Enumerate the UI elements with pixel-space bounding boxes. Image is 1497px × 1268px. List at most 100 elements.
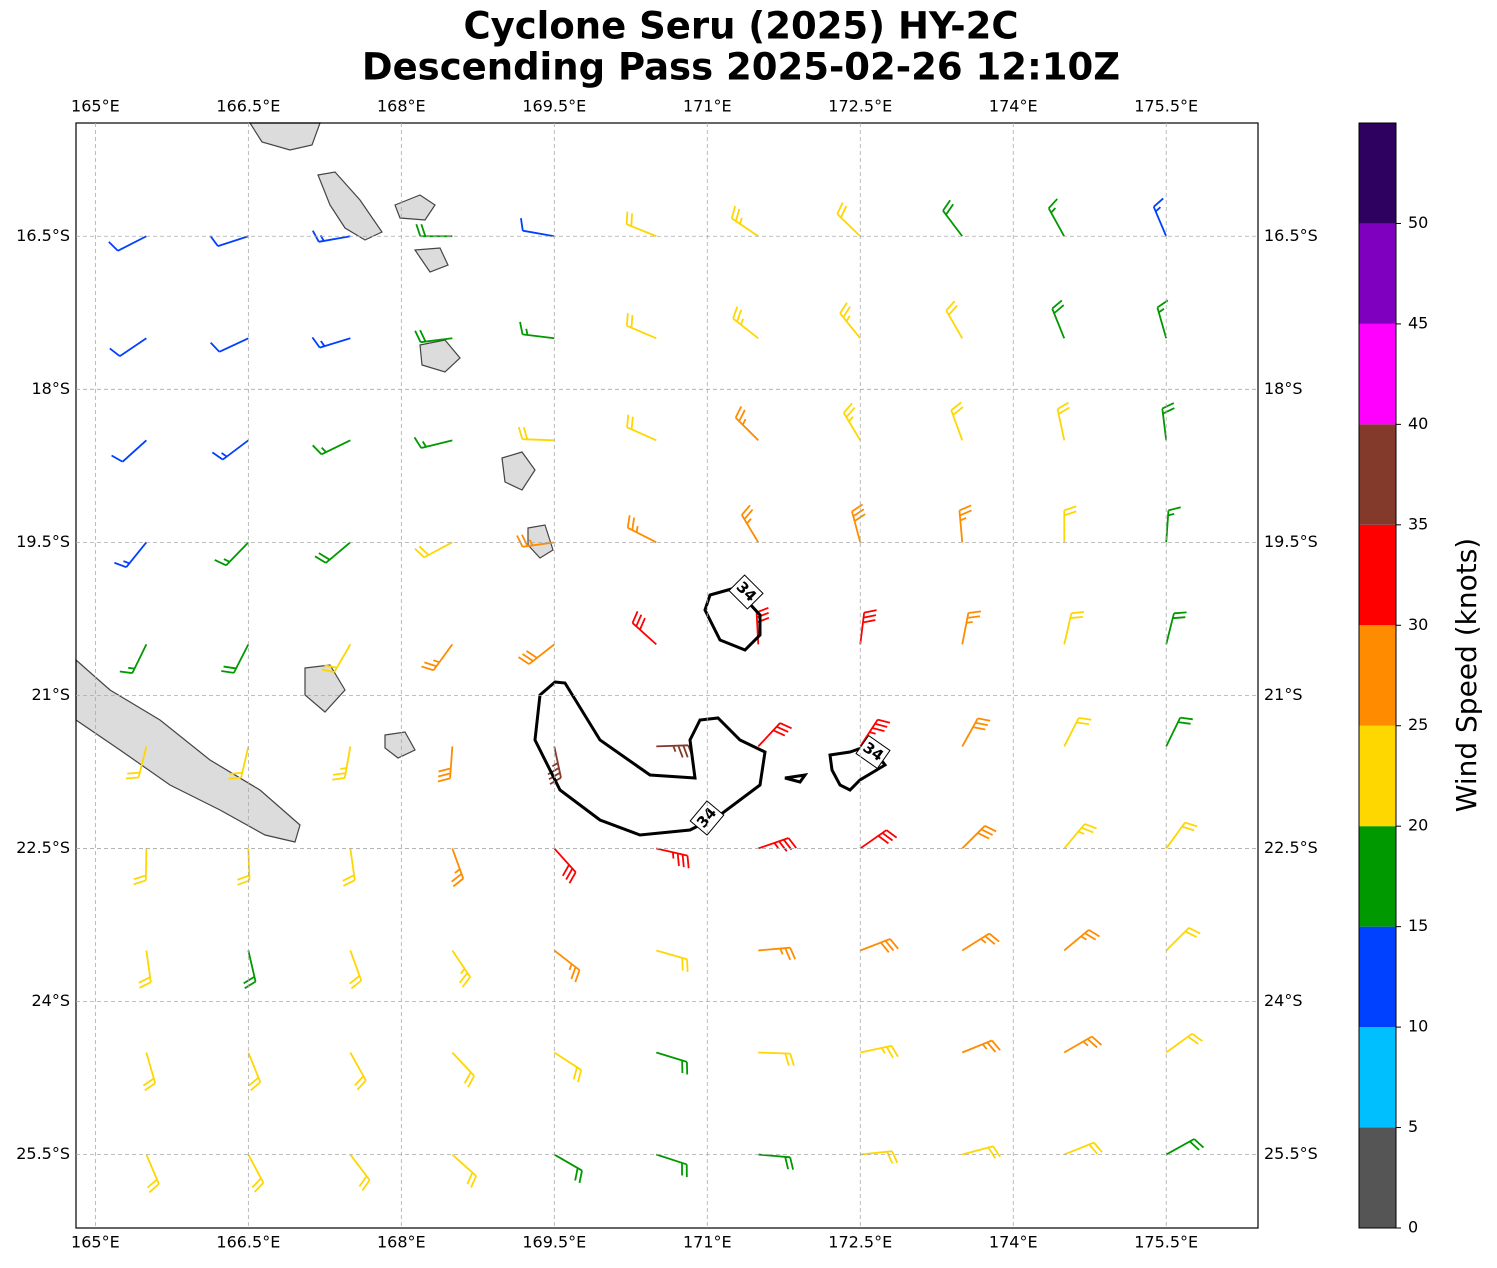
y-tick-label: 16.5°S — [16, 226, 70, 245]
wind-barb — [631, 611, 657, 646]
wind-barb — [626, 414, 657, 442]
wind-barb — [1051, 299, 1066, 339]
wind-barb — [758, 946, 797, 961]
wind-barb — [1063, 717, 1092, 747]
y-tick-label: 24°S — [31, 991, 70, 1010]
wind-barb — [755, 606, 770, 645]
island — [317, 171, 383, 241]
x-tick-label: 168°E — [377, 97, 426, 116]
wind-barb — [656, 949, 689, 972]
wind-barb — [349, 1153, 371, 1192]
wind-barb — [950, 401, 964, 441]
wind-barb — [221, 643, 250, 674]
wind-barb — [1165, 1032, 1203, 1054]
colorbar-segment — [1359, 524, 1396, 626]
wind-barb — [859, 718, 891, 747]
wind-barb — [945, 300, 964, 339]
wind-barb — [142, 1052, 157, 1092]
contour-label-box — [855, 734, 891, 770]
wind-barb — [451, 1051, 475, 1088]
island — [501, 451, 536, 491]
x-tick-label: 165°E — [71, 1233, 120, 1252]
wind-barb — [125, 746, 148, 780]
x-tick-label: 166.5°E — [216, 1233, 280, 1252]
x-tick-label: 171°E — [683, 97, 732, 116]
y-tick-label: 19.5°S — [1264, 532, 1318, 551]
wind-barb — [553, 847, 577, 884]
contour-line — [784, 772, 809, 784]
colorbar-segment — [1359, 1127, 1396, 1228]
wind-barb — [145, 1154, 160, 1194]
land — [75, 122, 554, 843]
colorbar-tick-label: 5 — [1408, 1117, 1418, 1136]
wind-barb — [109, 337, 147, 357]
colorbar-tick-label: 25 — [1408, 715, 1428, 734]
title-line: Cyclone Seru (2025) HY-2C — [463, 5, 1018, 48]
wind-barb — [942, 199, 963, 237]
colorbar-segment — [1359, 323, 1396, 425]
x-tick-label: 166.5°E — [216, 97, 280, 116]
wind-barb — [730, 205, 759, 238]
wind-barb — [1165, 927, 1201, 952]
colorbar-frame — [1358, 122, 1397, 1229]
wind-barb — [349, 1052, 367, 1091]
wind-barb — [860, 1150, 899, 1164]
y-tick-label: 25.5°S — [1264, 1144, 1318, 1163]
wind-barb — [958, 504, 972, 543]
wind-barb — [843, 402, 862, 441]
wind-barb — [451, 949, 471, 988]
wind-barb — [859, 609, 877, 645]
contour-label-box — [728, 574, 764, 610]
colorbar-tick-label: 15 — [1408, 916, 1428, 935]
wind-barb — [961, 825, 997, 850]
wind-barb — [734, 405, 759, 441]
wind-barb — [451, 1153, 477, 1188]
colorbar-segment — [1359, 1027, 1396, 1128]
wind-barb — [757, 837, 797, 852]
wind-barb — [247, 1154, 265, 1193]
wind-barb — [961, 610, 982, 645]
island — [419, 339, 461, 373]
wind-barb — [520, 218, 555, 238]
wind-barb — [757, 722, 792, 748]
wind-barb — [228, 746, 250, 780]
wind-barb — [836, 202, 861, 237]
wind-barb — [210, 337, 249, 353]
wind-barb — [1063, 1035, 1103, 1054]
wind-barb — [451, 848, 465, 888]
wind-barb — [625, 313, 657, 340]
y-tick-label: 21°S — [31, 685, 70, 704]
x-tick-label: 174°E — [989, 97, 1038, 116]
wind-barb — [1063, 611, 1085, 645]
island — [248, 122, 321, 151]
x-tick-label: 169.5°E — [522, 97, 586, 116]
wind-barb — [119, 643, 148, 675]
wind-barb — [516, 534, 555, 548]
y-tick-label: 21°S — [1264, 685, 1303, 704]
wind-barb — [732, 306, 759, 339]
wind-barb — [1165, 611, 1187, 645]
x-tick-label: 175.5°E — [1134, 1233, 1198, 1252]
wind-barb — [962, 1145, 1001, 1159]
wind-barb — [656, 744, 694, 758]
wind-barb — [1056, 401, 1070, 441]
island — [413, 247, 449, 273]
colorbar-tick-label: 50 — [1408, 213, 1428, 232]
island — [384, 731, 416, 759]
colorbar-segment — [1359, 926, 1396, 1028]
wind-barb — [414, 329, 453, 344]
y-tick-label: 25.5°S — [16, 1144, 70, 1163]
colorbar-segment — [1359, 424, 1396, 525]
wind-barb — [851, 503, 866, 543]
island — [394, 194, 436, 221]
wind-barb — [311, 336, 351, 349]
x-tick-label: 171°E — [683, 1233, 732, 1252]
wind-barb — [1063, 929, 1100, 952]
wind-barb — [517, 426, 555, 442]
y-tick-label: 22.5°S — [1264, 838, 1318, 857]
wind-barb — [553, 949, 581, 983]
wind-barb — [656, 1051, 689, 1075]
wind-barb — [314, 541, 351, 564]
wind-barb — [421, 643, 454, 672]
x-tick-label: 174°E — [989, 1233, 1038, 1252]
